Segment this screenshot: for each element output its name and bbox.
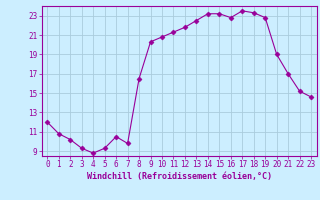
X-axis label: Windchill (Refroidissement éolien,°C): Windchill (Refroidissement éolien,°C) (87, 172, 272, 181)
